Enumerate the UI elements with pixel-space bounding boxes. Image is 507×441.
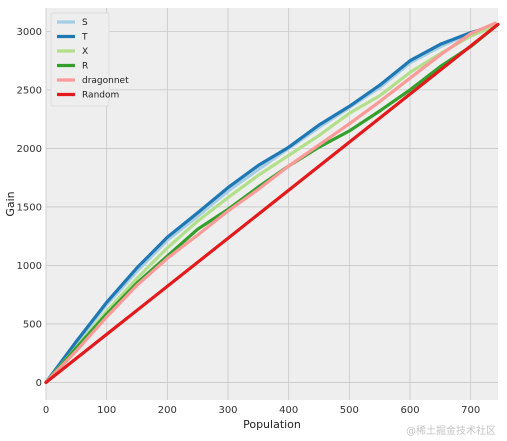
y-tick-label: 0 xyxy=(36,378,42,389)
legend-label: Random xyxy=(82,91,119,101)
watermark-text: @稀土掘金技术社区 xyxy=(406,424,496,437)
x-tick-label: 700 xyxy=(461,405,480,416)
x-tick-label: 300 xyxy=(218,405,237,416)
y-axis-ticks: 0 500 1000 1500 2000 2500 3000 xyxy=(17,27,42,389)
grid-lines xyxy=(45,8,498,400)
x-tick-label: 600 xyxy=(400,405,419,416)
legend-label: R xyxy=(82,62,88,72)
x-tick-label: 100 xyxy=(97,405,116,416)
y-tick-label: 500 xyxy=(23,319,42,330)
series-lines xyxy=(44,21,500,384)
series-line-x xyxy=(44,24,497,384)
y-tick-label: 1000 xyxy=(17,261,42,272)
legend-label: X xyxy=(82,47,88,57)
x-tick-label: 200 xyxy=(158,405,177,416)
x-tick-label: 0 xyxy=(43,405,49,416)
y-tick-label: 2000 xyxy=(17,144,42,155)
x-axis-label: Population xyxy=(243,418,301,431)
x-tick-label: 500 xyxy=(340,405,359,416)
y-tick-label: 3000 xyxy=(17,27,42,38)
y-axis-label: Gain xyxy=(4,191,17,216)
y-tick-label: 2500 xyxy=(17,85,42,96)
series-line-dragonnet xyxy=(44,21,497,384)
series-line-s xyxy=(44,24,497,384)
legend-label: dragonnet xyxy=(82,76,129,86)
series-line-random xyxy=(44,22,500,384)
x-axis-ticks: 0 100 200 300 400 500 600 700 xyxy=(43,405,480,416)
x-tick-label: 400 xyxy=(279,405,298,416)
y-tick-label: 1500 xyxy=(17,202,42,213)
series-line-t xyxy=(44,24,497,384)
legend-label: S xyxy=(82,18,88,28)
legend-label: T xyxy=(81,33,88,43)
